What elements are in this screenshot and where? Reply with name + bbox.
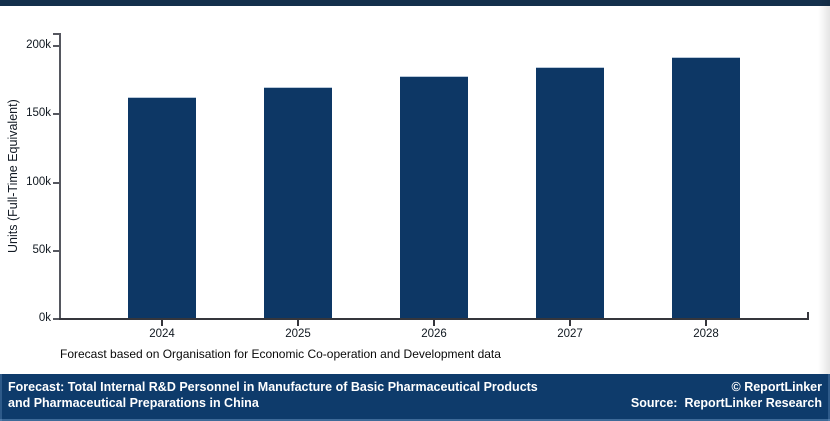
footer-title-line2: and Pharmaceutical Preparations in China (8, 395, 259, 410)
chart-caption: Forecast based on Organisation for Econo… (60, 347, 501, 361)
source-label: Source: (630, 395, 678, 410)
x-tick-label: 2026 (421, 328, 447, 340)
bar-2028[interactable] (672, 57, 740, 318)
x-tick-label: 2024 (149, 328, 175, 340)
bar-2024[interactable] (128, 96, 196, 318)
y-tick (53, 317, 59, 320)
x-tick (705, 320, 707, 326)
source-value: ReportLinker Research (684, 395, 822, 410)
y-axis-end-cap (53, 33, 59, 35)
footer-title: Forecast: Total Internal R&D Personnel i… (8, 380, 538, 411)
bar-2026[interactable] (400, 76, 468, 318)
x-tick (161, 320, 163, 326)
y-tick-label: 0k (38, 311, 51, 324)
y-axis-line (59, 33, 61, 319)
footer-title-line1: Forecast: Total Internal R&D Personnel i… (8, 380, 538, 394)
x-tick-label: 2028 (693, 328, 719, 340)
y-tick (53, 249, 59, 252)
source-line: Source: ReportLinker Research (631, 396, 822, 412)
x-axis-line (59, 318, 809, 320)
x-tick (297, 320, 299, 326)
x-tick-label: 2025 (285, 328, 311, 340)
bar-2025[interactable] (264, 87, 332, 318)
footer: Forecast: Total Internal R&D Personnel i… (0, 374, 830, 421)
x-tick (433, 320, 435, 326)
x-tick (569, 320, 571, 326)
y-tick-label: 100k (26, 175, 51, 188)
y-tick (53, 113, 59, 116)
bar-chart: Units (Full-Time Equivalent) 0k 50k 100k 15… (6, 33, 809, 340)
bar-2027[interactable] (536, 66, 604, 318)
y-tick-label: 200k (26, 39, 51, 52)
top-accent-bar (0, 0, 830, 6)
y-tick (53, 45, 59, 48)
y-tick (53, 181, 59, 184)
footer-meta: © ReportLinker Source: ReportLinker Resea… (631, 380, 822, 411)
y-tick-label: 50k (32, 243, 51, 256)
x-axis-end-cap (807, 312, 809, 319)
y-tick-label: 150k (26, 107, 51, 120)
copyright-text: © ReportLinker (731, 380, 822, 394)
x-tick-label: 2027 (557, 328, 583, 340)
